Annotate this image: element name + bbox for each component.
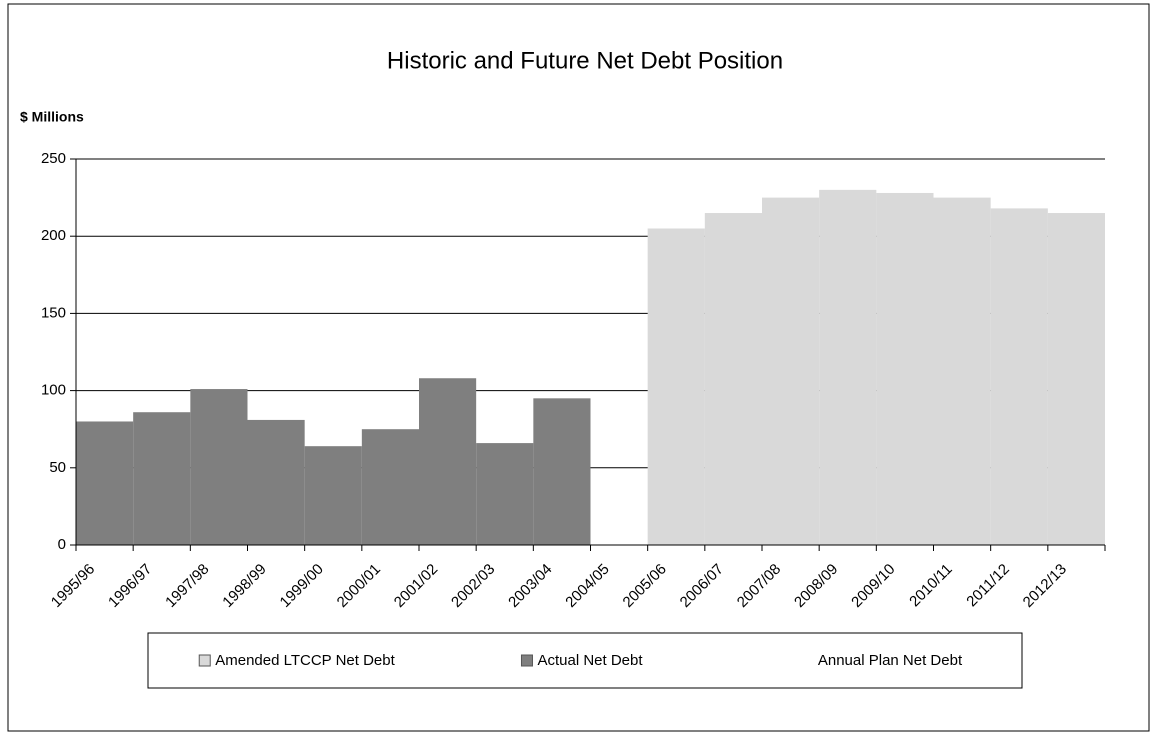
bar xyxy=(133,412,191,545)
x-tick-label: 2004/05 xyxy=(562,561,612,611)
x-tick-label: 2010/11 xyxy=(906,561,956,611)
x-tick-label: 2000/01 xyxy=(334,561,384,611)
x-tick-label: 2005/06 xyxy=(620,561,670,611)
bar xyxy=(247,419,305,545)
bar xyxy=(704,213,762,546)
chart-title: Historic and Future Net Debt Position xyxy=(387,47,783,74)
bar xyxy=(990,208,1048,545)
legend-swatch xyxy=(198,654,211,667)
bar xyxy=(533,398,591,545)
x-tick-label: 2006/07 xyxy=(677,561,727,611)
bar xyxy=(76,421,134,545)
legend-box xyxy=(147,632,1023,689)
bar xyxy=(876,192,934,545)
x-tick-label: 2001/02 xyxy=(391,561,441,611)
x-tick-label: 2008/09 xyxy=(791,561,841,611)
x-tick-label: 1996/97 xyxy=(105,561,155,611)
legend-label: Actual Net Debt xyxy=(537,652,643,669)
x-tick-label: 2011/12 xyxy=(963,561,1013,611)
x-tick-label: 2007/08 xyxy=(734,561,784,611)
legend-swatch xyxy=(520,654,533,667)
bar xyxy=(419,378,477,545)
y-tick-label: 100 xyxy=(41,382,66,399)
legend-label: Annual Plan Net Debt xyxy=(818,652,963,669)
x-tick-label: 2002/03 xyxy=(448,561,498,611)
x-tick-label: 2003/04 xyxy=(505,561,555,611)
bar xyxy=(1047,213,1105,546)
bar xyxy=(647,228,705,546)
legend-swatch xyxy=(801,655,813,666)
bar xyxy=(933,197,991,545)
y-tick-label: 250 xyxy=(41,150,66,167)
x-tick-label: 2012/13 xyxy=(1020,561,1070,611)
x-tick-label: 2009/10 xyxy=(848,561,898,611)
frame xyxy=(7,3,1150,732)
x-tick-label: 1997/98 xyxy=(162,561,212,611)
x-tick-label: 1995/96 xyxy=(48,561,98,611)
bar xyxy=(190,389,248,545)
bar xyxy=(476,443,534,545)
y-tick-label: 50 xyxy=(49,459,66,476)
x-tick-label: 1999/00 xyxy=(277,561,327,611)
bar xyxy=(819,189,877,545)
x-tick-label: 1998/99 xyxy=(219,561,269,611)
y-tick-label: 150 xyxy=(41,304,66,321)
y-tick-label: 200 xyxy=(41,227,66,244)
bar xyxy=(361,429,419,545)
legend-label: Amended LTCCP Net Debt xyxy=(215,652,395,669)
bar xyxy=(304,446,362,545)
bar xyxy=(762,197,820,545)
y-tick-label: 0 xyxy=(58,536,66,553)
y-axis-label: $ Millions xyxy=(20,109,84,125)
